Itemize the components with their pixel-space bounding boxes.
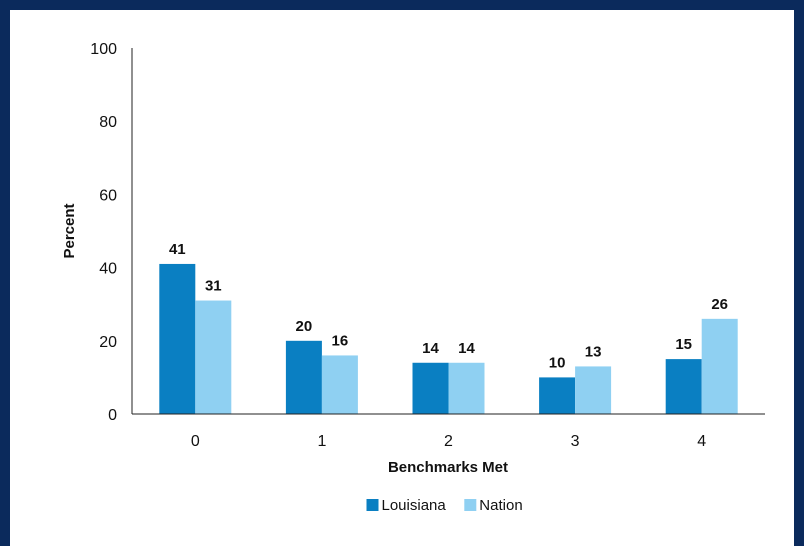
bars-layer [159,263,738,414]
y-tick-label: 80 [99,114,117,131]
bar-louisiana-1 [285,340,322,414]
y-tick-label: 60 [99,187,117,204]
bar-nation-3 [575,366,612,414]
y-tick-label: 20 [99,334,117,351]
x-ticks-layer: 0 1 2 3 4 [191,433,706,450]
data-labels-layer: 41 31 20 16 14 14 10 13 15 26 [169,241,728,371]
data-label: 26 [711,296,728,313]
data-label: 10 [549,354,566,371]
y-tick-label: 100 [90,41,117,58]
bar-louisiana-2 [412,362,449,414]
bar-nation-0 [195,300,232,414]
data-label: 31 [205,278,222,295]
x-tick-label: 0 [191,433,200,450]
y-ticks-layer: 0 20 40 60 80 100 [90,41,117,424]
x-tick-label: 2 [444,433,453,450]
legend-swatch-nation [464,499,477,511]
y-tick-label: 40 [99,261,117,278]
y-tick-label: 0 [108,407,117,424]
data-label: 14 [422,340,439,357]
x-tick-label: 4 [697,433,706,450]
data-label: 15 [675,336,692,353]
data-label: 14 [458,340,475,357]
x-tick-label: 1 [317,433,326,450]
bar-louisiana-4 [665,359,702,414]
bar-louisiana-3 [539,377,576,414]
x-axis-title: Benchmarks Met [388,459,508,476]
data-label: 13 [585,343,602,360]
bar-louisiana-0 [159,263,196,414]
bar-nation-2 [448,362,485,414]
data-label: 16 [332,332,349,349]
x-tick-label: 3 [571,433,580,450]
legend-label-nation: Nation [479,497,522,514]
axes-layer [131,48,765,415]
legend: Louisiana Nation [366,497,523,514]
legend-label-louisiana: Louisiana [382,497,447,514]
y-axis-title: Percent [61,203,78,258]
bar-nation-4 [701,318,738,414]
legend-swatch-louisiana [366,499,379,511]
bar-nation-1 [321,355,358,414]
data-label: 41 [169,241,186,258]
data-label: 20 [296,318,313,335]
